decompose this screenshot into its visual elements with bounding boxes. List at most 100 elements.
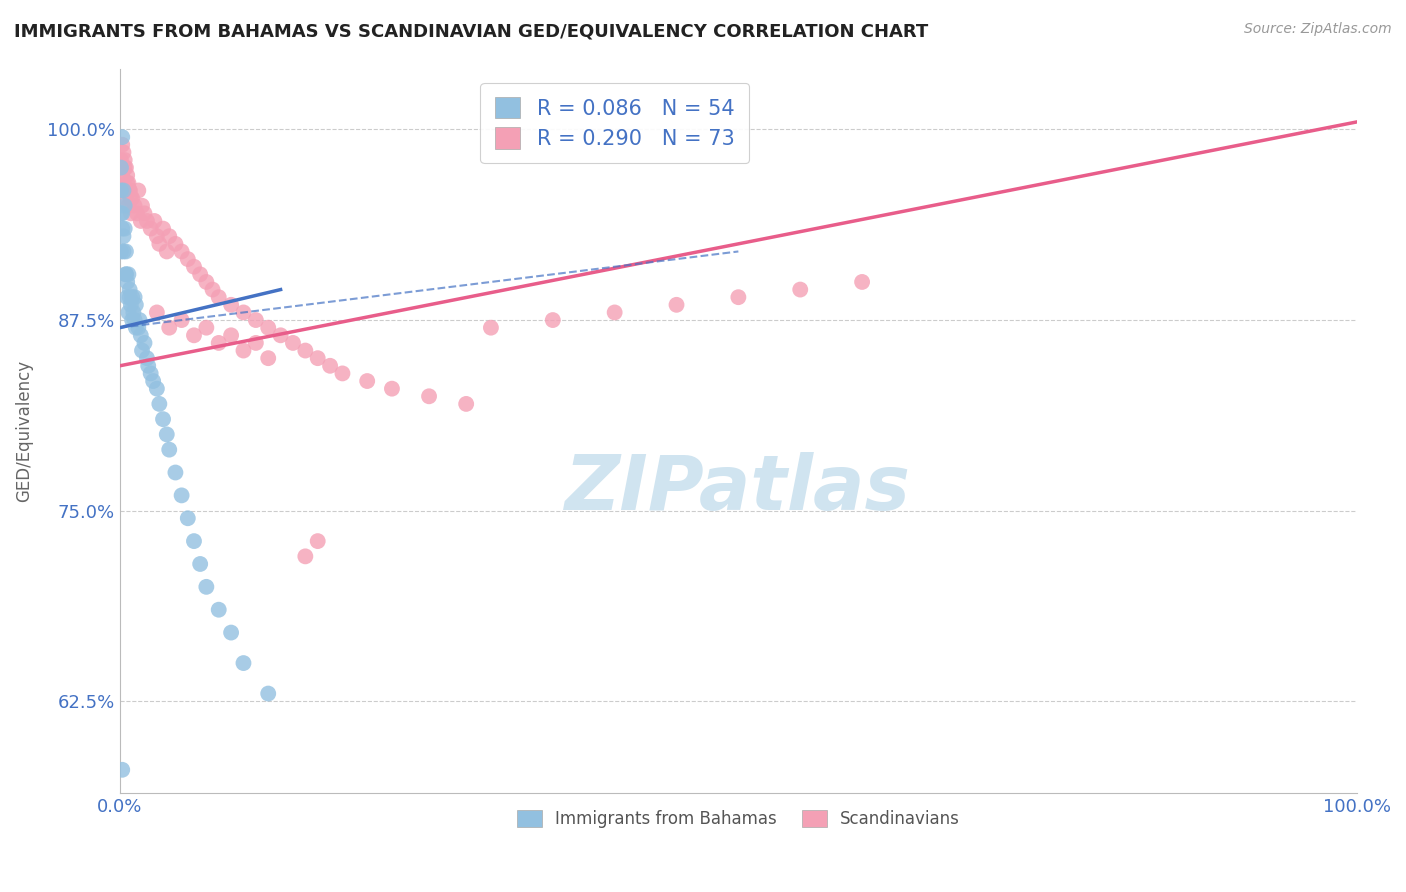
Point	[319, 359, 342, 373]
Point	[177, 511, 200, 525]
Point	[294, 343, 316, 358]
Point	[128, 313, 150, 327]
Point	[307, 534, 329, 549]
Point	[111, 168, 134, 182]
Point	[152, 412, 174, 426]
Point	[851, 275, 873, 289]
Point	[188, 557, 211, 571]
Point	[131, 343, 153, 358]
Point	[122, 305, 145, 319]
Text: ZIPatlas: ZIPatlas	[565, 451, 911, 525]
Point	[112, 229, 135, 244]
Point	[136, 351, 159, 366]
Point	[117, 176, 139, 190]
Point	[117, 199, 139, 213]
Point	[115, 176, 138, 190]
Point	[111, 206, 134, 220]
Point	[139, 367, 162, 381]
Point	[115, 168, 138, 182]
Point	[219, 625, 242, 640]
Point	[118, 290, 141, 304]
Point	[110, 184, 132, 198]
Point	[146, 229, 169, 244]
Point	[124, 199, 146, 213]
Point	[183, 534, 205, 549]
Point	[152, 221, 174, 235]
Point	[114, 153, 136, 167]
Point	[110, 206, 132, 220]
Point	[165, 236, 187, 251]
Point	[120, 191, 142, 205]
Point	[157, 229, 180, 244]
Point	[232, 656, 254, 670]
Point	[789, 283, 811, 297]
Point	[114, 199, 136, 213]
Point	[143, 214, 166, 228]
Point	[195, 275, 218, 289]
Point	[115, 275, 138, 289]
Text: IMMIGRANTS FROM BAHAMAS VS SCANDINAVIAN GED/EQUIVALENCY CORRELATION CHART: IMMIGRANTS FROM BAHAMAS VS SCANDINAVIAN …	[14, 22, 928, 40]
Point	[479, 320, 502, 334]
Point	[245, 313, 267, 327]
Point	[257, 687, 280, 701]
Point	[111, 221, 134, 235]
Point	[270, 328, 292, 343]
Point	[257, 320, 280, 334]
Point	[418, 389, 440, 403]
Point	[125, 206, 148, 220]
Point	[219, 298, 242, 312]
Point	[115, 268, 138, 282]
Point	[146, 382, 169, 396]
Point	[245, 335, 267, 350]
Point	[170, 244, 193, 259]
Point	[124, 313, 146, 327]
Point	[139, 221, 162, 235]
Point	[111, 130, 134, 145]
Point	[294, 549, 316, 564]
Point	[603, 305, 626, 319]
Point	[332, 367, 354, 381]
Point	[136, 359, 159, 373]
Point	[177, 252, 200, 266]
Point	[131, 199, 153, 213]
Text: Source: ZipAtlas.com: Source: ZipAtlas.com	[1244, 22, 1392, 37]
Point	[183, 328, 205, 343]
Point	[115, 191, 138, 205]
Point	[120, 298, 142, 312]
Point	[156, 244, 179, 259]
Point	[232, 343, 254, 358]
Point	[127, 320, 149, 334]
Point	[110, 244, 132, 259]
Point	[125, 298, 148, 312]
Point	[183, 260, 205, 274]
Point	[115, 268, 138, 282]
Point	[232, 305, 254, 319]
Y-axis label: GED/Equivalency: GED/Equivalency	[15, 359, 32, 501]
Point	[208, 603, 231, 617]
Point	[456, 397, 478, 411]
Point	[134, 206, 156, 220]
Point	[114, 161, 136, 175]
Point	[121, 313, 143, 327]
Point	[121, 290, 143, 304]
Point	[208, 335, 231, 350]
Point	[118, 283, 141, 297]
Point	[170, 313, 193, 327]
Point	[112, 184, 135, 198]
Point	[121, 191, 143, 205]
Point	[114, 221, 136, 235]
Point	[665, 298, 688, 312]
Point	[129, 328, 152, 343]
Point	[356, 374, 378, 388]
Point	[170, 488, 193, 502]
Point	[157, 320, 180, 334]
Point	[146, 305, 169, 319]
Point	[142, 374, 165, 388]
Point	[381, 382, 404, 396]
Point	[541, 313, 564, 327]
Point	[165, 466, 187, 480]
Point	[134, 335, 156, 350]
Point	[111, 763, 134, 777]
Legend: Immigrants from Bahamas, Scandinavians: Immigrants from Bahamas, Scandinavians	[510, 804, 967, 835]
Point	[115, 244, 138, 259]
